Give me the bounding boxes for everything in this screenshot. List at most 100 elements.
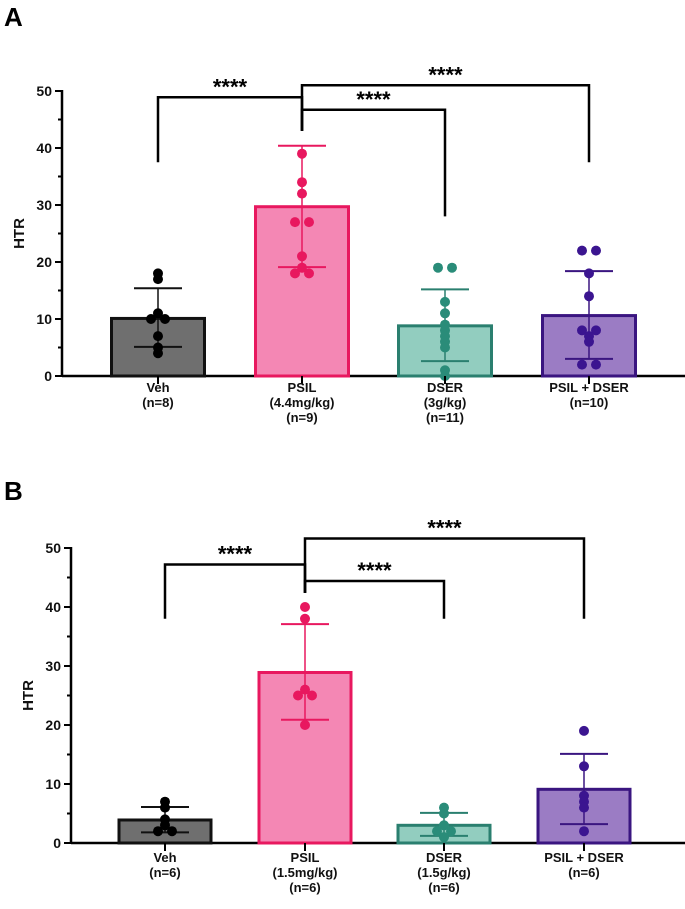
data-point <box>153 826 163 837</box>
data-point <box>153 331 163 342</box>
x-tick-label: (4.4mg/kg) <box>269 395 334 410</box>
bracket-line <box>303 579 446 619</box>
data-point <box>579 761 589 772</box>
data-point <box>304 268 314 279</box>
data-point <box>297 262 307 273</box>
data-point <box>584 268 594 279</box>
x-tick-label: PSIL + DSER <box>544 850 624 865</box>
x-tick-label: DSER <box>426 850 463 865</box>
y-axis-label: HTR <box>20 680 37 711</box>
data-point <box>304 217 314 228</box>
significance-bracket: **** <box>156 74 304 163</box>
y-tick-label: 30 <box>45 658 61 674</box>
panel-label: B <box>4 476 23 506</box>
bar-group-psil: PSIL(1.5mg/kg)(n=6) <box>257 602 353 895</box>
y-tick-label: 10 <box>45 776 61 792</box>
significance-label: **** <box>428 62 463 87</box>
x-tick-label: (1.5g/kg) <box>417 865 470 880</box>
data-point <box>579 802 589 813</box>
bracket-line <box>156 96 304 163</box>
x-tick-label: (n=9) <box>286 410 317 425</box>
x-tick-label: (n=6) <box>289 880 320 895</box>
significance-label: **** <box>357 558 392 583</box>
panel-label: A <box>4 2 23 32</box>
significance-label: **** <box>427 516 462 541</box>
bar-group-psil: PSIL(4.4mg/kg)(n=9) <box>254 144 350 425</box>
data-point <box>293 690 303 701</box>
data-point <box>297 251 307 262</box>
x-tick-label: (n=6) <box>568 865 599 880</box>
y-tick-label: 40 <box>45 599 61 615</box>
data-point <box>307 690 317 701</box>
data-point <box>167 826 177 837</box>
data-point <box>439 832 449 843</box>
data-point <box>153 308 163 319</box>
bracket-line <box>300 108 447 217</box>
x-tick-label: (n=6) <box>149 865 180 880</box>
bar-group-psil-dser: PSIL + DSER(n=6) <box>536 725 632 880</box>
x-tick-label: PSIL + DSER <box>549 380 629 395</box>
data-point <box>290 268 300 279</box>
x-tick-label: Veh <box>153 850 176 865</box>
x-tick-label: DSER <box>427 380 464 395</box>
data-point <box>300 684 310 695</box>
data-point <box>432 826 442 837</box>
data-point <box>160 820 170 831</box>
data-point <box>577 325 587 336</box>
y-tick-label: 10 <box>36 311 52 327</box>
data-point <box>579 725 589 736</box>
significance-bracket: **** <box>300 62 591 163</box>
data-point <box>153 348 163 359</box>
data-point <box>584 336 594 347</box>
y-tick-label: 0 <box>44 368 52 384</box>
data-point <box>591 359 601 370</box>
y-tick-label: 30 <box>36 197 52 213</box>
bar-group-psil-dser: PSIL + DSER(n=10) <box>541 245 637 410</box>
y-tick-label: 50 <box>36 83 52 99</box>
x-tick-label: (1.5mg/kg) <box>272 865 337 880</box>
data-point <box>440 308 450 319</box>
x-tick-label: (n=6) <box>428 880 459 895</box>
x-tick-label: PSIL <box>291 850 320 865</box>
x-tick-label: (3g/kg) <box>424 395 467 410</box>
panel-a: AHTR01020304050Veh(n=8)PSIL(4.4mg/kg)(n=… <box>4 2 685 425</box>
data-point <box>160 314 170 324</box>
x-tick-label: Veh <box>146 380 169 395</box>
y-tick-label: 40 <box>36 140 52 156</box>
data-point <box>577 359 587 370</box>
x-tick-label: PSIL <box>288 380 317 395</box>
data-point <box>297 177 307 188</box>
data-point <box>591 245 601 256</box>
bar-group-dser: DSER(1.5g/kg)(n=6) <box>396 802 492 895</box>
significance-label: **** <box>218 542 253 567</box>
y-tick-label: 20 <box>45 717 61 733</box>
bracket-line <box>163 563 307 619</box>
data-point <box>440 296 450 307</box>
y-tick-label: 20 <box>36 254 52 270</box>
x-tick-label: (n=10) <box>570 395 609 410</box>
bracket-line <box>303 537 586 619</box>
data-point <box>300 613 310 624</box>
bracket-line <box>300 84 591 163</box>
data-point <box>584 291 594 302</box>
y-tick-label: 50 <box>45 540 61 556</box>
data-point <box>300 720 310 730</box>
bar-group-veh: Veh(n=8) <box>110 268 206 410</box>
significance-bracket: **** <box>303 516 586 619</box>
y-tick-label: 0 <box>53 835 61 851</box>
significance-bracket: **** <box>303 558 446 619</box>
data-point <box>160 802 170 813</box>
data-point <box>433 262 443 273</box>
data-point <box>153 274 163 285</box>
significance-bracket: **** <box>163 542 307 619</box>
data-point <box>577 245 587 256</box>
panel-b: BHTR01020304050Veh(n=6)PSIL(1.5mg/kg)(n=… <box>4 476 685 895</box>
x-tick-label: (n=8) <box>142 395 173 410</box>
data-point <box>439 820 449 831</box>
data-point <box>439 808 449 819</box>
data-point <box>300 602 310 612</box>
bar-group-dser: DSER(3g/kg)(n=11) <box>397 262 493 425</box>
data-point <box>440 342 450 353</box>
data-point <box>290 217 300 228</box>
